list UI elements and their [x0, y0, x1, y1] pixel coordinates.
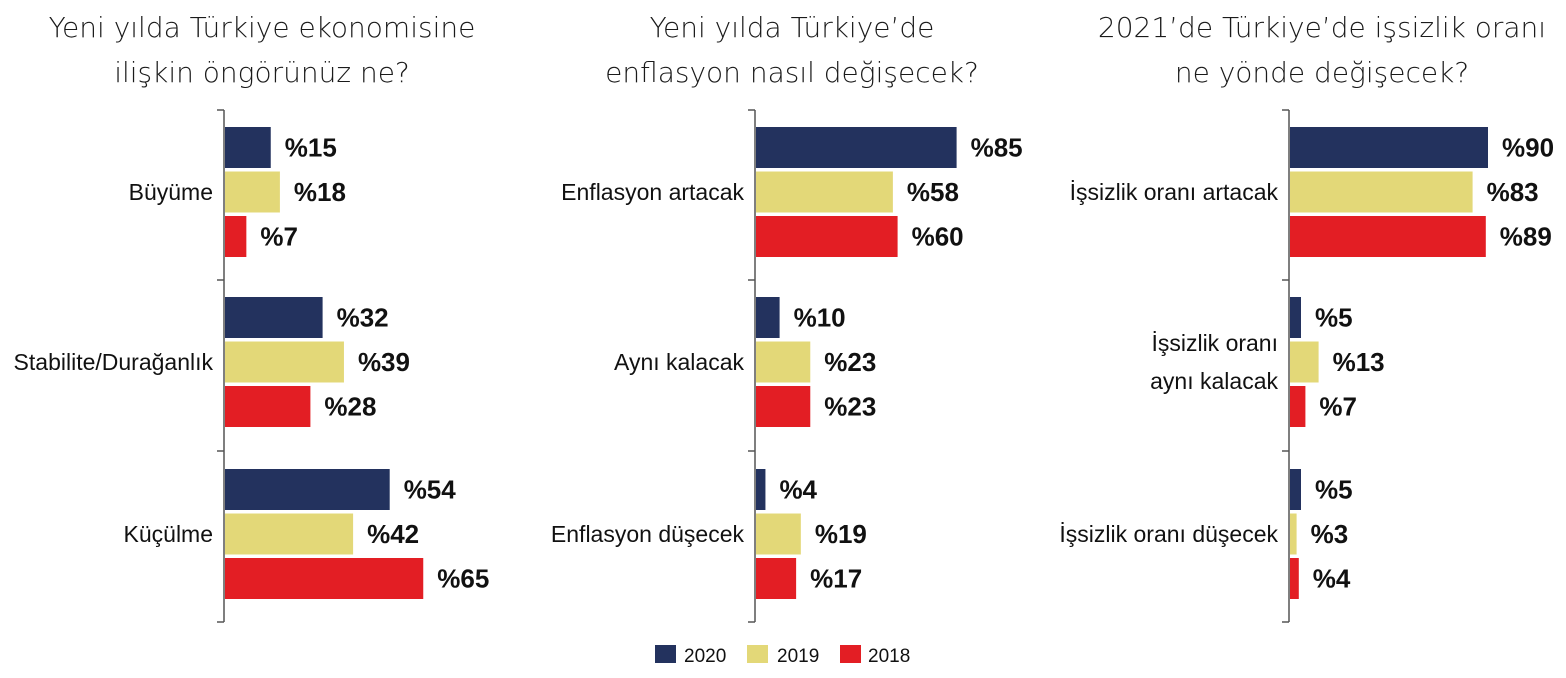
category-label: Küçülme — [124, 521, 213, 547]
category-label: Enflasyon artacak — [561, 179, 744, 205]
data-label: %90 — [1502, 133, 1554, 163]
bar — [1290, 216, 1486, 257]
category-label: İşsizlik oranı — [1151, 330, 1278, 356]
category-label: Büyüme — [129, 179, 213, 205]
data-label: %58 — [907, 177, 959, 207]
data-label: %39 — [358, 347, 410, 377]
data-label: %65 — [437, 564, 489, 594]
data-label: %19 — [815, 519, 867, 549]
bar — [225, 216, 247, 257]
legend-swatch — [840, 645, 861, 663]
bar — [225, 171, 280, 213]
bar — [225, 386, 311, 427]
chart-title-line: ne yönde değişecek? — [1175, 56, 1469, 89]
chart-title-line: enflasyon nasıl değişecek? — [605, 56, 979, 89]
category-label: aynı kalacak — [1150, 368, 1278, 394]
data-label: %89 — [1500, 222, 1552, 252]
bar — [1290, 297, 1301, 338]
legend-swatch — [655, 645, 676, 663]
legend-label: 2018 — [868, 646, 910, 667]
data-label: %85 — [971, 133, 1023, 163]
bar — [225, 513, 354, 555]
data-label: %32 — [337, 303, 389, 333]
data-label: %4 — [1313, 564, 1351, 594]
bar — [756, 127, 957, 168]
chart-title-line: ilişkin öngörünüz ne? — [114, 56, 410, 89]
data-label: %28 — [324, 392, 376, 422]
data-label: %23 — [824, 347, 876, 377]
bar — [756, 297, 780, 338]
data-label: %18 — [294, 177, 346, 207]
data-label: %23 — [824, 392, 876, 422]
chart-title-line: Yeni yılda Türkiye’de — [650, 11, 935, 44]
bar — [1290, 341, 1319, 383]
data-label: %7 — [1319, 392, 1357, 422]
bar — [1290, 469, 1301, 510]
data-label: %7 — [260, 222, 298, 252]
legend-label: 2020 — [684, 646, 726, 667]
category-label: İşsizlik oranı artacak — [1070, 179, 1279, 205]
bar — [756, 386, 811, 427]
category-label: Aynı kalacak — [614, 349, 744, 375]
data-label: %3 — [1311, 519, 1349, 549]
bar — [756, 171, 893, 213]
bar — [1290, 513, 1297, 555]
bar — [756, 558, 797, 599]
data-label: %54 — [404, 475, 457, 505]
bar — [756, 216, 898, 257]
bar — [756, 469, 766, 510]
bar — [1290, 386, 1306, 427]
bar — [225, 341, 344, 383]
bar — [756, 341, 811, 383]
data-label: %83 — [1487, 177, 1539, 207]
bar — [1290, 558, 1299, 599]
bar — [225, 469, 390, 510]
bar — [225, 297, 323, 338]
bar — [225, 558, 424, 599]
data-label: %4 — [779, 475, 817, 505]
data-label: %15 — [285, 133, 337, 163]
data-label: %13 — [1333, 347, 1385, 377]
chart-title-line: 2021’de Türkiye’de işsizlik oranı — [1098, 11, 1546, 44]
legend-label: 2019 — [777, 646, 819, 667]
chart-title-line: Yeni yılda Türkiye ekonomisine — [49, 11, 476, 44]
data-label: %60 — [912, 222, 964, 252]
category-label: Enflasyon düşecek — [551, 521, 745, 547]
category-label: İşsizlik oranı düşecek — [1059, 521, 1278, 547]
legend-swatch — [747, 645, 768, 663]
bar — [1290, 127, 1488, 168]
data-label: %5 — [1315, 475, 1353, 505]
data-label: %17 — [810, 564, 862, 594]
data-label: %5 — [1315, 303, 1353, 333]
bar — [1290, 171, 1473, 213]
category-label: Stabilite/Durağanlık — [14, 349, 214, 375]
data-label: %10 — [794, 303, 846, 333]
data-label: %42 — [367, 519, 419, 549]
bar — [756, 513, 801, 555]
bar — [225, 127, 271, 168]
